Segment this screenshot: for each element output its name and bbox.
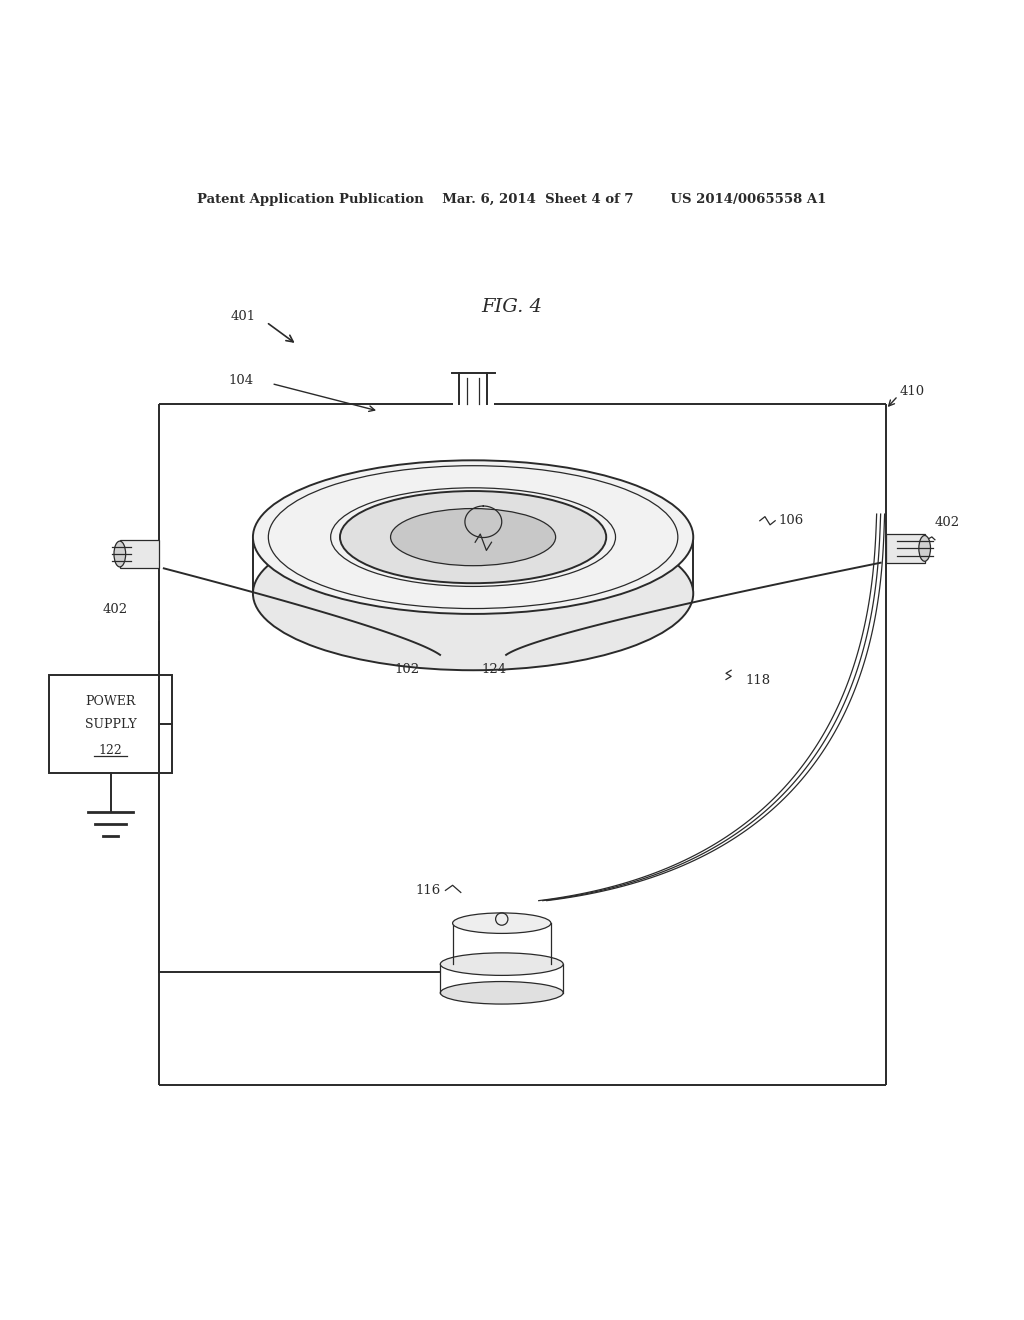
Text: 410: 410 (899, 385, 925, 399)
Bar (120, 540, 159, 569)
Text: 402: 402 (102, 603, 127, 616)
Text: POWER: POWER (85, 696, 136, 708)
Ellipse shape (253, 516, 693, 671)
Text: 118: 118 (745, 675, 771, 686)
Text: 402: 402 (410, 467, 434, 480)
Text: 106: 106 (778, 515, 804, 527)
Text: 104: 104 (228, 374, 254, 387)
Text: 401: 401 (230, 310, 256, 323)
Bar (886, 535, 925, 562)
Ellipse shape (440, 953, 563, 975)
Ellipse shape (253, 461, 693, 614)
Text: Patent Application Publication    Mar. 6, 2014  Sheet 4 of 7        US 2014/0065: Patent Application Publication Mar. 6, 2… (198, 193, 826, 206)
Ellipse shape (114, 541, 126, 566)
Text: 116: 116 (415, 884, 440, 896)
Text: FIG. 4: FIG. 4 (481, 298, 543, 315)
Text: 122: 122 (98, 743, 123, 756)
Text: 402: 402 (935, 516, 961, 529)
Ellipse shape (340, 491, 606, 583)
Ellipse shape (440, 982, 563, 1005)
Ellipse shape (919, 536, 931, 561)
Text: SUPPLY: SUPPLY (85, 718, 136, 730)
Text: 124: 124 (481, 663, 506, 676)
Text: 102: 102 (394, 663, 419, 676)
Ellipse shape (453, 913, 551, 933)
Bar (49, 676, 172, 772)
Ellipse shape (390, 508, 556, 566)
